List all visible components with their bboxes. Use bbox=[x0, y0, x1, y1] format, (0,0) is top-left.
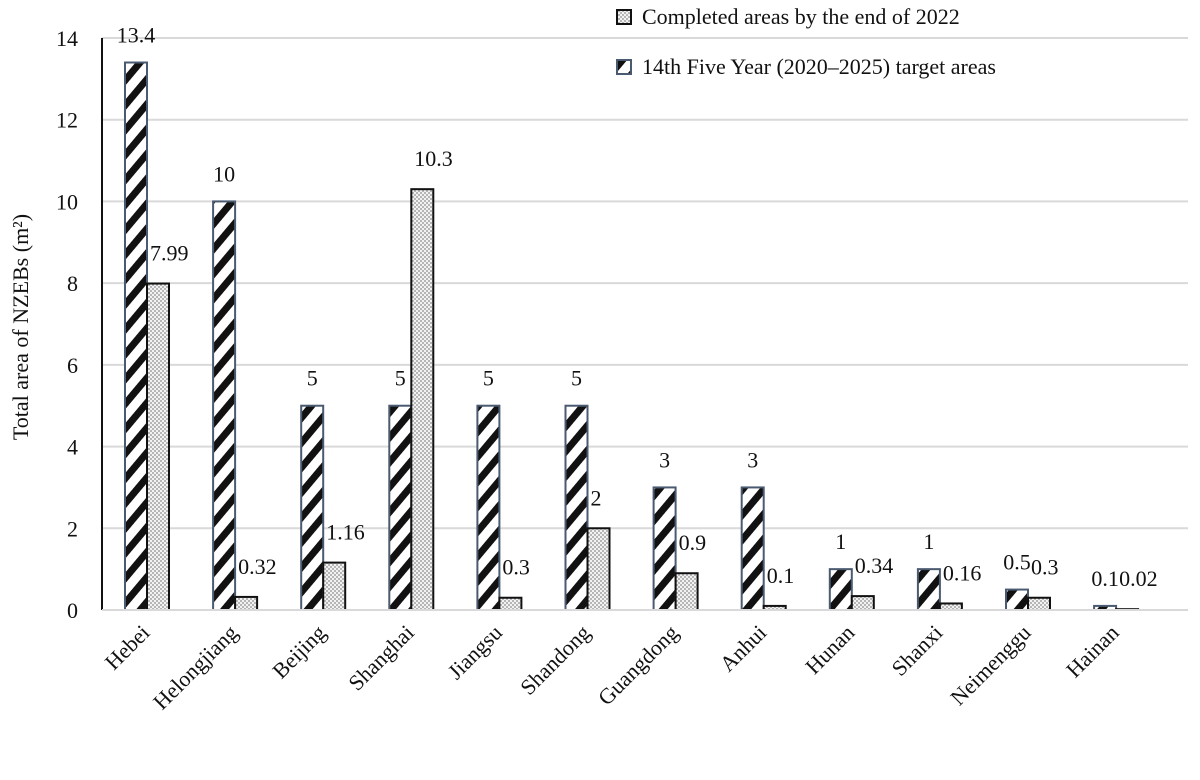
bar-target bbox=[300, 404, 325, 612]
data-label-target: 13.4 bbox=[117, 23, 156, 48]
x-tick-label: Hainan bbox=[1061, 620, 1124, 683]
data-label-target: 5 bbox=[395, 366, 406, 391]
x-tick-label: Hebei bbox=[100, 620, 155, 675]
legend-label-target: 14th Five Year (2020–2025) target areas bbox=[642, 54, 996, 79]
x-tick-label: Guangdong bbox=[593, 620, 683, 710]
bar-completed bbox=[146, 282, 170, 611]
bar-target bbox=[212, 200, 237, 612]
y-tick-label: 10 bbox=[56, 189, 78, 214]
data-label-completed: 0.32 bbox=[238, 554, 277, 579]
bar-completed bbox=[234, 595, 259, 612]
data-label-completed: 0.16 bbox=[943, 560, 982, 585]
data-label-target: 5 bbox=[307, 366, 318, 391]
x-tick-label: Hunan bbox=[800, 620, 859, 679]
bar-completed bbox=[586, 527, 611, 611]
y-tick-label: 14 bbox=[56, 26, 78, 51]
bar-target bbox=[476, 404, 501, 612]
bar-completed bbox=[850, 595, 875, 612]
data-label-target: 5 bbox=[571, 366, 582, 391]
data-label-completed: 0.9 bbox=[679, 530, 707, 555]
data-label-target: 3 bbox=[747, 447, 758, 472]
data-label-target: 0.5 bbox=[1003, 550, 1031, 575]
x-tick-label: Shandong bbox=[515, 620, 595, 700]
y-tick-label: 8 bbox=[67, 271, 78, 296]
x-tick-label: Shanghai bbox=[343, 620, 419, 696]
legend: Completed areas by the end of 2022 14th … bbox=[616, 4, 996, 79]
bar-completed bbox=[322, 561, 347, 611]
gridlines bbox=[102, 37, 1188, 530]
legend-label-completed: Completed areas by the end of 2022 bbox=[642, 4, 960, 29]
data-label-completed: 0.1 bbox=[767, 563, 795, 588]
data-label-completed: 0.02 bbox=[1119, 566, 1158, 591]
x-tick-label: Jiangsu bbox=[443, 620, 507, 684]
x-tick-label: Helongjiang bbox=[148, 620, 243, 715]
y-axis-label: Total area of NZEBs (m²) bbox=[8, 214, 33, 440]
y-tick-label: 2 bbox=[67, 516, 78, 541]
bars bbox=[124, 61, 1140, 612]
bar-target bbox=[740, 486, 765, 611]
data-label-completed: 1.16 bbox=[326, 520, 365, 545]
y-tick-label: 12 bbox=[56, 108, 78, 133]
legend-item-target: 14th Five Year (2020–2025) target areas bbox=[616, 54, 996, 79]
data-label-completed: 0.34 bbox=[855, 553, 894, 578]
data-label-target: 1 bbox=[835, 529, 846, 554]
bar-completed bbox=[410, 188, 435, 612]
data-label-target: 5 bbox=[483, 366, 494, 391]
bar-completed bbox=[498, 596, 523, 612]
data-label-target: 10 bbox=[213, 161, 235, 186]
y-tick-label: 0 bbox=[67, 598, 78, 623]
x-tick-label: Beijing bbox=[267, 620, 330, 683]
bar-target bbox=[388, 404, 413, 612]
data-label-completed: 10.3 bbox=[414, 146, 453, 171]
y-tick-label: 6 bbox=[67, 353, 78, 378]
data-label-target: 0.1 bbox=[1091, 566, 1119, 591]
legend-swatch-target bbox=[616, 59, 632, 75]
data-label-target: 3 bbox=[659, 447, 670, 472]
bar-completed bbox=[1027, 596, 1051, 612]
data-label-target: 1 bbox=[923, 529, 934, 554]
data-label-completed: 0.3 bbox=[502, 555, 530, 580]
data-label-completed: 7.99 bbox=[150, 241, 189, 266]
legend-swatch-completed bbox=[616, 9, 632, 25]
bar-target bbox=[1005, 588, 1029, 611]
legend-item-completed: Completed areas by the end of 2022 bbox=[616, 4, 960, 29]
y-tick-label: 4 bbox=[67, 435, 78, 460]
bar-target bbox=[828, 568, 853, 612]
x-tick-label: Shanxi bbox=[887, 620, 948, 681]
x-tick-label: Neimenggu bbox=[945, 620, 1035, 710]
x-tick-label: Anhui bbox=[715, 620, 772, 677]
bar-completed bbox=[674, 572, 699, 612]
bar-target bbox=[564, 404, 589, 612]
data-labels: 13.47.99100.3251.16510.350.35230.930.110… bbox=[117, 23, 1158, 592]
bar-target bbox=[916, 568, 941, 612]
data-label-completed: 2 bbox=[591, 485, 602, 510]
bar-target bbox=[652, 486, 677, 611]
data-label-completed: 0.3 bbox=[1031, 555, 1059, 580]
bar-target bbox=[124, 61, 148, 612]
